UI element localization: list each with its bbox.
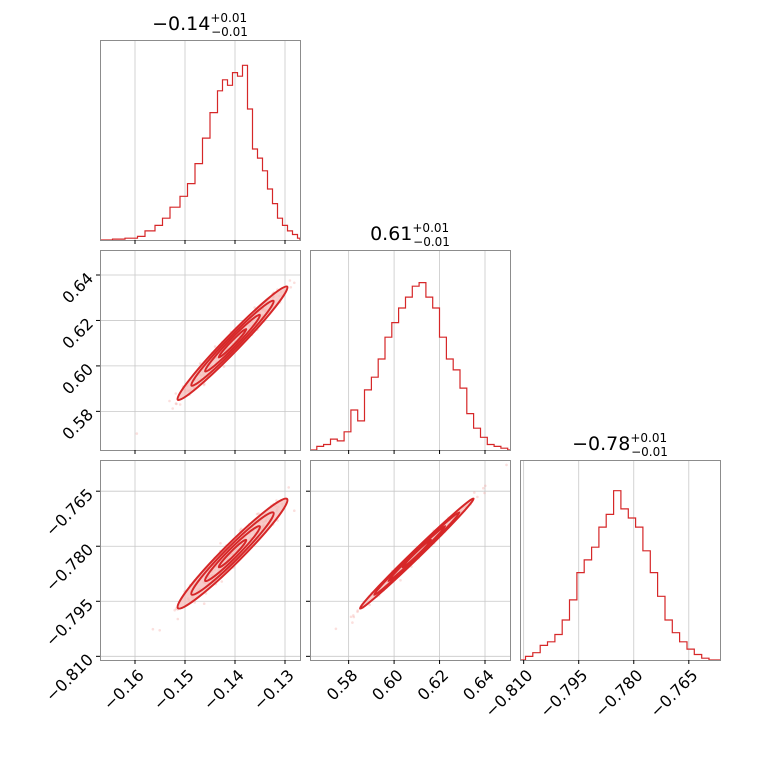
- title-minus-2: −0.01: [631, 445, 668, 459]
- title-plus-1: +0.01: [412, 221, 449, 235]
- scatter-point-0-159: [171, 407, 174, 410]
- scatter-point-1-17: [287, 486, 291, 489]
- scatter-point-2-57: [368, 603, 371, 607]
- scatter-point-0-185: [293, 281, 296, 285]
- xtick-label-1-1: 0.60: [368, 666, 407, 705]
- scatter-point-0-18: [222, 365, 226, 368]
- panel-title-1: 0.61+0.01 −0.01: [370, 221, 450, 249]
- panel-frame-2-2: [520, 460, 721, 661]
- panel-title-2: −0.78+0.01 −0.01: [572, 431, 668, 459]
- scatter-point-1-164: [275, 499, 278, 502]
- histogram-1: [310, 282, 510, 451]
- contour-level-2-3: [401, 538, 433, 569]
- title-median-1: 0.61: [370, 223, 412, 245]
- scatter-point-2-82: [399, 579, 402, 582]
- scatter-point-0-194: [253, 306, 256, 309]
- scatter-point-0-72: [213, 345, 217, 348]
- scatter-point-1-109: [176, 617, 180, 621]
- scatter-point-0-5: [174, 402, 178, 405]
- scatter-point-2-25: [334, 627, 338, 631]
- panel-frame-2-0: [100, 460, 301, 661]
- scatter-point-2-158: [356, 610, 359, 614]
- title-plus-0: +0.01: [210, 11, 247, 25]
- xtick-label-2-2: −0.780: [591, 666, 646, 721]
- title-minus-1: −0.01: [413, 235, 450, 249]
- scatter-point-1-147: [219, 542, 222, 545]
- scatter-point-2-42: [352, 614, 355, 617]
- contour-outline-0-0: [176, 285, 289, 402]
- ytick-label-2-1: −0.795: [42, 595, 97, 650]
- scatter-point-2-201: [476, 495, 479, 499]
- xtick-label-1-2: 0.62: [414, 666, 453, 705]
- contour-level-1-0: [177, 498, 288, 609]
- panel-title-0: −0.14+0.01 −0.01: [152, 11, 248, 39]
- contour-level-1-3: [217, 538, 248, 569]
- scatter-point-0-218: [288, 279, 292, 282]
- contour-level-1-1: [190, 511, 275, 596]
- scatter-point-2-131: [473, 491, 476, 494]
- scatter-point-2-91: [483, 491, 486, 495]
- scatter-point-0-175: [135, 432, 139, 435]
- contour-level-1-2: [204, 525, 261, 583]
- scatter-point-1-41: [255, 512, 259, 516]
- ytick-label-1-3: 0.64: [58, 269, 97, 308]
- scatter-point-1-67: [257, 512, 260, 515]
- scatter-point-0-106: [178, 403, 182, 406]
- scatter-point-0-53: [174, 392, 178, 395]
- scatter-point-0-98: [198, 362, 202, 365]
- scatter-point-1-99: [193, 601, 196, 604]
- contour-level-0-1: [190, 299, 275, 387]
- scatter-point-1-42: [202, 602, 206, 605]
- scatter-point-0-79: [289, 286, 293, 289]
- scatter-point-2-88: [349, 615, 353, 619]
- contour-level-0-3: [217, 327, 248, 359]
- ytick-label-2-3: −0.765: [42, 485, 97, 540]
- histogram-0: [100, 64, 301, 241]
- ytick-label-1-1: 0.60: [58, 360, 97, 399]
- xtick-label-2-1: −0.795: [536, 666, 591, 721]
- scatter-point-1-24: [151, 627, 155, 631]
- xtick-label-0-1: −0.15: [150, 666, 198, 714]
- scatter-point-1-216: [239, 527, 243, 531]
- xtick-label-0-2: −0.14: [200, 666, 248, 714]
- scatter-point-2-125: [482, 486, 485, 490]
- scatter-point-2-151: [356, 609, 360, 612]
- xtick-label-0-3: −0.13: [250, 666, 298, 714]
- xtick-label-0-0: −0.16: [100, 666, 148, 714]
- scatter-point-0-219: [175, 402, 178, 406]
- scatter-point-2-11: [484, 484, 487, 488]
- scatter-point-1-198: [158, 629, 161, 632]
- xtick-label-1-0: 0.58: [323, 666, 362, 705]
- scatter-point-0-122: [168, 399, 171, 403]
- scatter-point-2-3: [352, 615, 356, 619]
- scatter-point-2-4: [351, 621, 354, 624]
- xtick-label-2-3: −0.765: [646, 666, 701, 721]
- scatter-point-0-189: [202, 383, 206, 387]
- ytick-label-2-0: −0.810: [42, 650, 97, 705]
- panel-frame-0-0: [100, 40, 301, 241]
- contour-level-0-0: [177, 286, 288, 401]
- panel-frame-1-1: [310, 250, 511, 451]
- histogram-2: [520, 490, 720, 661]
- ytick-label-1-0: 0.58: [58, 405, 97, 444]
- scatter-point-1-65: [220, 580, 224, 583]
- contour-level-0-2: [204, 313, 261, 373]
- scatter-point-1-94: [293, 509, 296, 512]
- title-plus-2: +0.01: [630, 431, 667, 445]
- panel-frame-1-0: [100, 250, 301, 451]
- ytick-label-1-2: 0.62: [58, 314, 97, 353]
- title-minus-0: −0.01: [211, 25, 248, 39]
- scatter-point-2-98: [505, 463, 508, 467]
- scatter-point-1-139: [173, 608, 176, 612]
- title-median-0: −0.14: [152, 13, 210, 35]
- ytick-label-2-2: −0.780: [42, 540, 97, 595]
- title-median-2: −0.78: [572, 433, 630, 455]
- contour-outline-1-0: [176, 497, 289, 610]
- panel-frame-2-1: [310, 460, 511, 661]
